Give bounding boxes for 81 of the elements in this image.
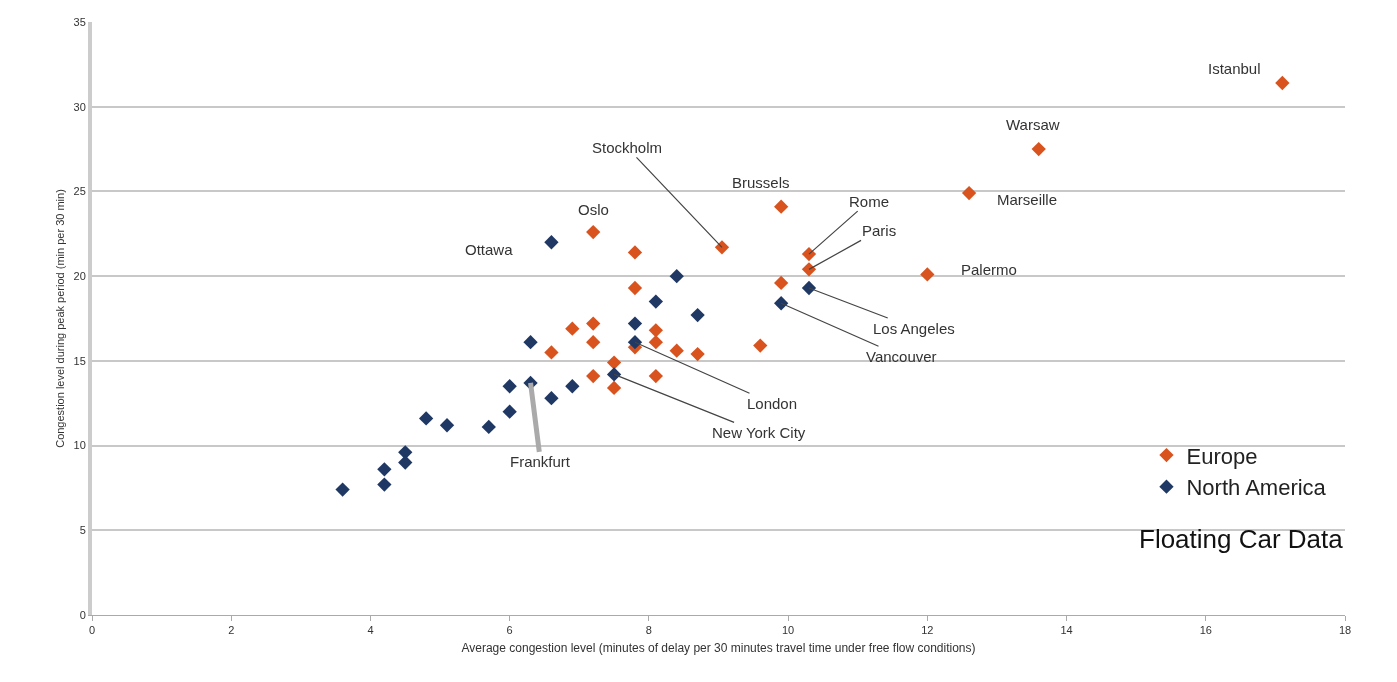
y-tick-label: 30 bbox=[73, 100, 86, 113]
annotation: Ottawa bbox=[465, 241, 514, 258]
point bbox=[523, 335, 538, 350]
point bbox=[377, 477, 392, 492]
x-axis-title: Average congestion level (minutes of delay per 30 minutes travel time under free flow conditions) bbox=[461, 641, 976, 656]
point bbox=[565, 379, 580, 394]
point bbox=[1031, 141, 1046, 157]
annotation: Paris bbox=[862, 222, 897, 239]
point bbox=[669, 343, 684, 358]
point bbox=[648, 294, 663, 309]
x-tick-label: 8 bbox=[645, 624, 652, 637]
x-tick-label: 6 bbox=[506, 624, 513, 637]
point bbox=[418, 411, 434, 426]
point bbox=[398, 455, 413, 470]
point bbox=[565, 321, 580, 336]
point bbox=[606, 355, 622, 370]
annotation: Rome bbox=[849, 193, 890, 210]
annotation: Brussels bbox=[732, 174, 790, 191]
x-tick-label: 18 bbox=[1338, 624, 1352, 637]
point bbox=[648, 335, 663, 350]
point bbox=[1275, 75, 1290, 91]
x-tick-label: 16 bbox=[1199, 624, 1212, 637]
point bbox=[774, 275, 789, 291]
y-axis-title: Congestion level during peak period (min per 30 min) bbox=[53, 189, 66, 448]
annotation: Oslo bbox=[578, 201, 609, 218]
point bbox=[690, 307, 705, 323]
point bbox=[335, 482, 350, 497]
y-tick-label: 25 bbox=[73, 185, 86, 198]
point bbox=[801, 280, 817, 296]
point bbox=[586, 368, 601, 384]
point bbox=[377, 462, 392, 477]
annotation: New York City bbox=[712, 424, 806, 441]
annotation: Frankfurt bbox=[510, 453, 571, 470]
y-tick-label: 15 bbox=[73, 354, 86, 367]
annotation: Istanbul bbox=[1208, 60, 1261, 77]
point bbox=[627, 316, 643, 331]
point bbox=[502, 404, 517, 419]
point bbox=[648, 323, 663, 338]
annotation: Marseille bbox=[997, 191, 1058, 208]
point bbox=[920, 267, 935, 282]
point bbox=[544, 345, 559, 360]
y-tick-label: 10 bbox=[73, 439, 86, 452]
point bbox=[774, 199, 789, 214]
y-tick-label: 20 bbox=[73, 269, 86, 282]
legend-label: North America bbox=[1186, 475, 1327, 501]
point bbox=[586, 316, 601, 331]
point bbox=[627, 280, 643, 296]
annotation: Floating Car Data bbox=[1139, 524, 1344, 554]
point bbox=[544, 235, 559, 250]
point bbox=[586, 224, 601, 240]
y-tick-label: 35 bbox=[73, 15, 86, 28]
point bbox=[627, 245, 643, 260]
point bbox=[961, 185, 977, 201]
x-tick-label: 0 bbox=[88, 624, 96, 637]
annotation: Palermo bbox=[961, 261, 1017, 278]
point bbox=[753, 338, 768, 353]
point bbox=[606, 380, 622, 396]
annotation: London bbox=[747, 395, 798, 412]
point bbox=[648, 368, 663, 384]
y-tick-label: 5 bbox=[79, 524, 86, 537]
point bbox=[398, 445, 413, 460]
x-tick-label: 2 bbox=[228, 624, 235, 637]
point bbox=[690, 346, 705, 362]
annotation: Los Angeles bbox=[873, 320, 955, 337]
annotation: Stockholm bbox=[592, 139, 663, 156]
annotation: Warsaw bbox=[1006, 116, 1060, 133]
point bbox=[774, 296, 789, 311]
legend-label: Europe bbox=[1186, 443, 1258, 469]
point bbox=[669, 268, 684, 284]
annotation: Vancouver bbox=[866, 348, 937, 365]
point bbox=[544, 390, 559, 406]
point bbox=[801, 246, 817, 262]
point bbox=[439, 418, 455, 433]
y-tick-label: 0 bbox=[79, 608, 86, 621]
point bbox=[586, 335, 601, 350]
point bbox=[502, 379, 517, 394]
x-tick-label: 10 bbox=[781, 624, 795, 637]
x-tick-label: 12 bbox=[921, 624, 934, 637]
x-tick-label: 4 bbox=[367, 624, 374, 637]
point bbox=[481, 419, 496, 435]
x-tick-label: 14 bbox=[1060, 624, 1073, 637]
